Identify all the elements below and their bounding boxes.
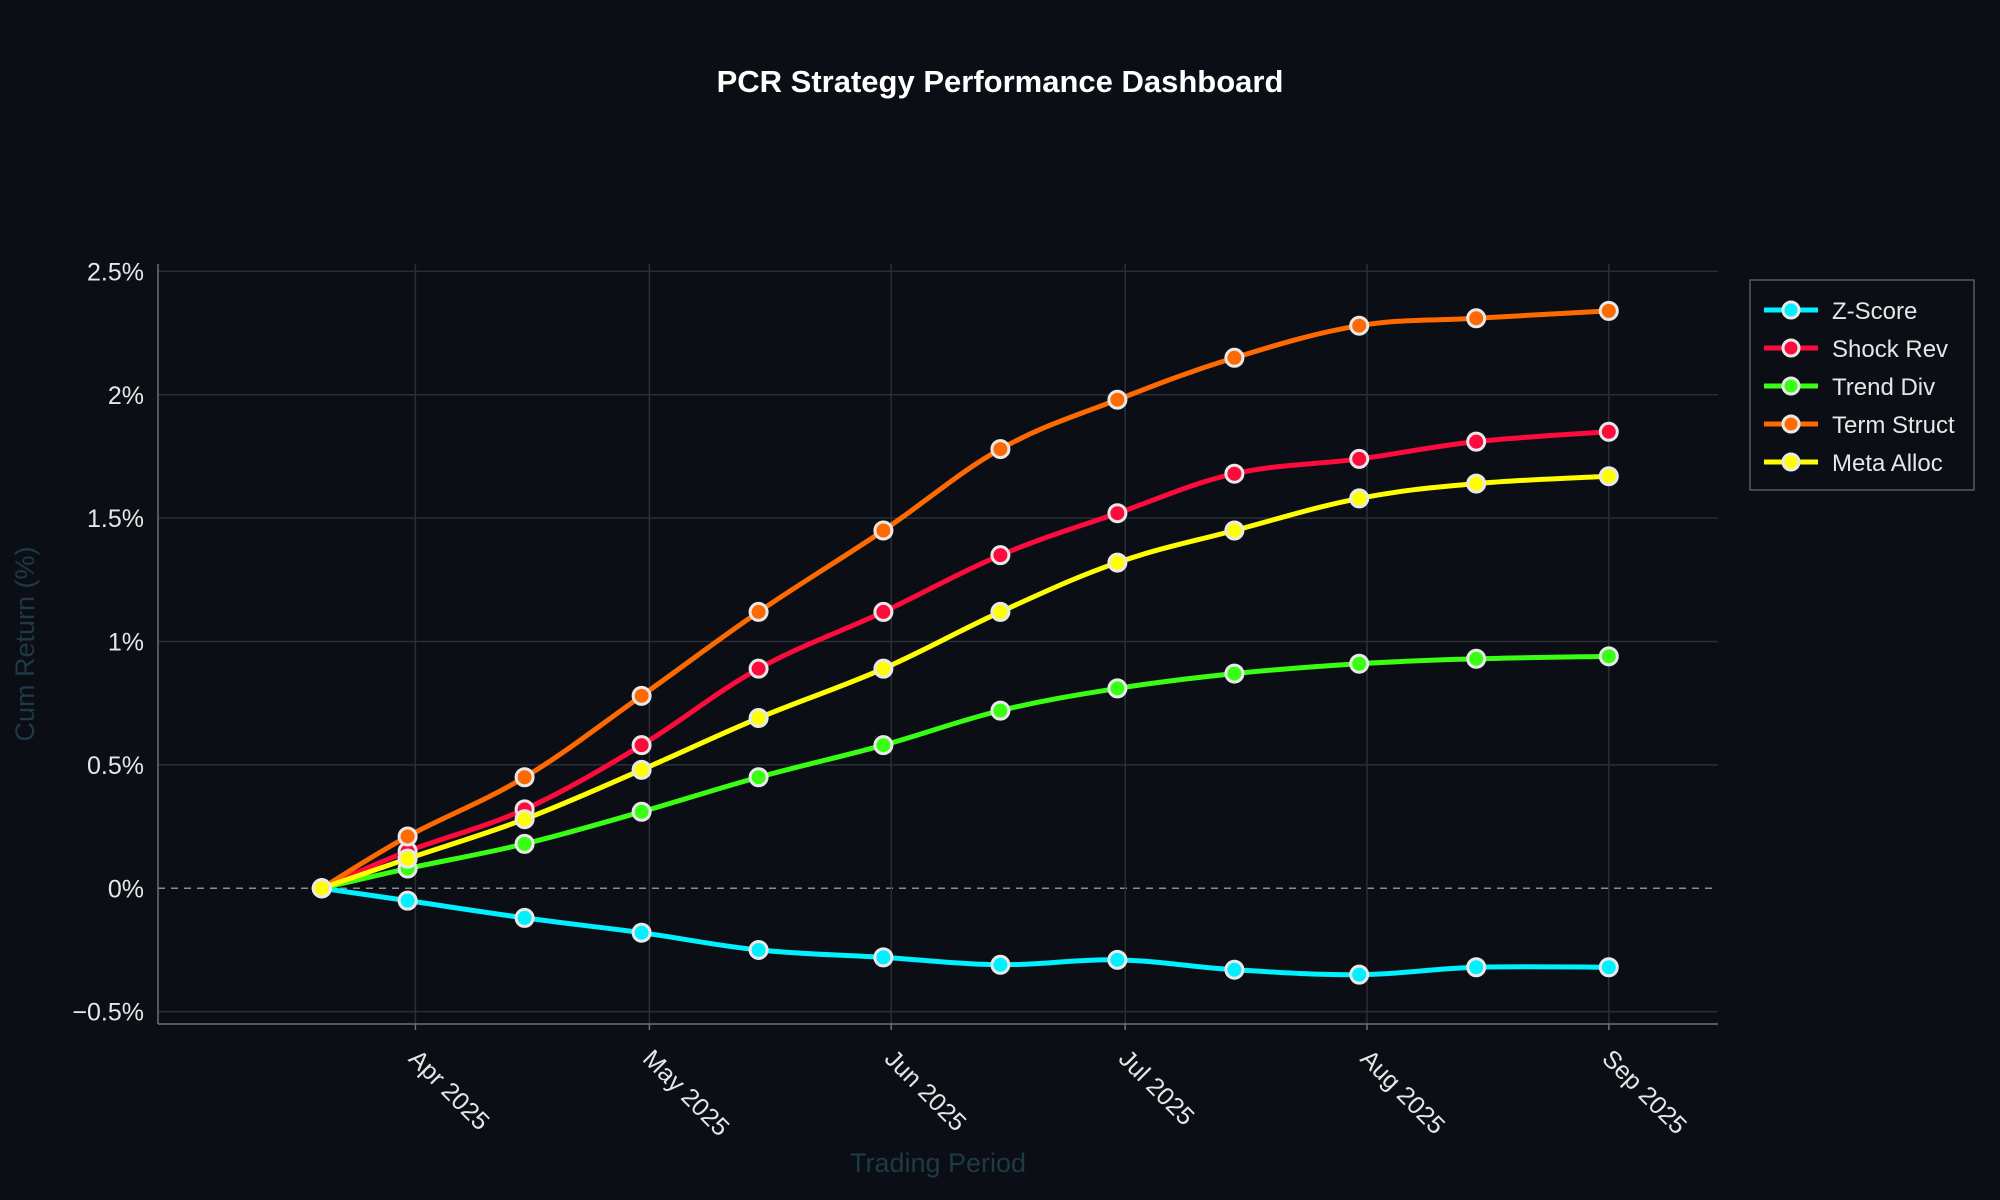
series-line-z-score	[319, 885, 1612, 978]
data-point-trend-div	[990, 700, 1011, 721]
legend-swatch-marker	[1781, 414, 1801, 434]
legend-item-trend-div: Trend Div	[1764, 374, 1935, 401]
data-point-term-struct	[397, 826, 418, 847]
legend-swatch-marker	[1781, 338, 1801, 358]
data-point-term-struct	[1224, 347, 1245, 368]
data-point-shock-rev	[748, 658, 769, 679]
data-point-term-struct	[1107, 389, 1128, 410]
data-point-z-score	[873, 947, 894, 968]
series-line-trend-div	[319, 653, 1612, 891]
data-point-meta-alloc	[1598, 466, 1619, 487]
chart-title: PCR Strategy Performance Dashboard	[717, 64, 1284, 99]
data-point-term-struct	[1598, 300, 1619, 321]
data-point-term-struct	[748, 601, 769, 622]
data-point-z-score	[1598, 957, 1619, 978]
data-point-meta-alloc	[311, 878, 332, 899]
y-tick-label: 2%	[108, 382, 144, 410]
y-tick-label: 1.5%	[87, 505, 144, 533]
y-tick-label: 0%	[108, 875, 144, 903]
data-point-trend-div	[873, 735, 894, 756]
data-point-meta-alloc	[1466, 473, 1487, 494]
x-tick-label: Jun 2025	[879, 1044, 972, 1137]
data-point-trend-div	[631, 801, 652, 822]
y-tick-label: 1%	[108, 629, 144, 657]
data-point-shock-rev	[1224, 463, 1245, 484]
data-point-meta-alloc	[748, 708, 769, 729]
data-point-z-score	[514, 907, 535, 928]
series-line-meta-alloc	[319, 473, 1612, 891]
legend-item-meta-alloc: Meta Alloc	[1764, 450, 1943, 477]
series-term-struct	[311, 300, 1619, 899]
data-point-trend-div	[1107, 678, 1128, 699]
x-tick-label: Apr 2025	[403, 1044, 495, 1136]
data-point-z-score	[1466, 957, 1487, 978]
data-point-shock-rev	[873, 601, 894, 622]
data-point-trend-div	[1349, 653, 1370, 674]
legend-label: Z-Score	[1832, 298, 1917, 325]
data-point-shock-rev	[1349, 448, 1370, 469]
data-point-z-score	[1107, 949, 1128, 970]
legend-item-z-score: Z-Score	[1764, 298, 1917, 325]
data-point-trend-div	[514, 833, 535, 854]
legend-label: Meta Alloc	[1832, 450, 1943, 477]
legend-item-shock-rev: Shock Rev	[1764, 336, 1948, 363]
data-point-meta-alloc	[1107, 552, 1128, 573]
data-point-shock-rev	[1466, 431, 1487, 452]
y-tick-label: −0.5%	[72, 999, 144, 1027]
data-point-meta-alloc	[990, 601, 1011, 622]
series-line-term-struct	[319, 308, 1612, 891]
x-tick-label: Jul 2025	[1113, 1044, 1200, 1131]
data-point-term-struct	[990, 439, 1011, 460]
data-point-z-score	[1224, 959, 1245, 980]
axis-layer: −0.5% 0% 0.5% 1% 1.5% 2% 2.5% Apr 2025 May 2025 J…	[72, 258, 1718, 1142]
data-point-z-score	[397, 890, 418, 911]
x-tick-label: Sep 2025	[1597, 1044, 1692, 1139]
data-point-z-score	[990, 954, 1011, 975]
data-point-trend-div	[1466, 648, 1487, 669]
data-point-shock-rev	[1107, 503, 1128, 524]
series-layer	[311, 300, 1619, 985]
legend-item-term-struct: Term Struct	[1764, 412, 1955, 439]
data-point-z-score	[748, 939, 769, 960]
data-point-term-struct	[631, 685, 652, 706]
legend-swatch-marker	[1781, 376, 1801, 396]
legend-label: Trend Div	[1832, 374, 1935, 401]
data-point-z-score	[1349, 964, 1370, 985]
x-axis-title: Trading Period	[850, 1148, 1026, 1178]
data-point-term-struct	[1466, 308, 1487, 329]
data-point-shock-rev	[1598, 421, 1619, 442]
data-point-term-struct	[1349, 315, 1370, 336]
data-point-shock-rev	[631, 735, 652, 756]
data-point-meta-alloc	[397, 848, 418, 869]
series-z-score	[311, 878, 1619, 985]
x-tick-label: Aug 2025	[1355, 1044, 1450, 1139]
series-meta-alloc	[311, 466, 1619, 899]
legend-label: Term Struct	[1832, 412, 1955, 439]
data-point-shock-rev	[990, 545, 1011, 566]
data-point-term-struct	[514, 767, 535, 788]
legend-label: Shock Rev	[1832, 336, 1948, 363]
x-tick-label: May 2025	[637, 1044, 734, 1141]
data-point-meta-alloc	[1349, 488, 1370, 509]
y-tick-label: 2.5%	[87, 258, 144, 286]
data-point-meta-alloc	[631, 759, 652, 780]
legend-swatch-marker	[1781, 300, 1801, 320]
data-point-trend-div	[1598, 646, 1619, 667]
data-point-meta-alloc	[514, 809, 535, 830]
series-trend-div	[311, 646, 1619, 899]
legend-swatch-marker	[1781, 452, 1801, 472]
legend: Z-Score Shock Rev Trend Div Term Struct Meta…	[1749, 279, 1975, 491]
data-point-z-score	[631, 922, 652, 943]
y-tick-label: 0.5%	[87, 752, 144, 780]
data-point-meta-alloc	[873, 658, 894, 679]
data-point-term-struct	[873, 520, 894, 541]
data-point-trend-div	[1224, 663, 1245, 684]
data-point-trend-div	[748, 767, 769, 788]
y-axis-title: Cum Return (%)	[10, 546, 40, 741]
grid-layer	[158, 264, 1718, 1024]
data-point-meta-alloc	[1224, 520, 1245, 541]
